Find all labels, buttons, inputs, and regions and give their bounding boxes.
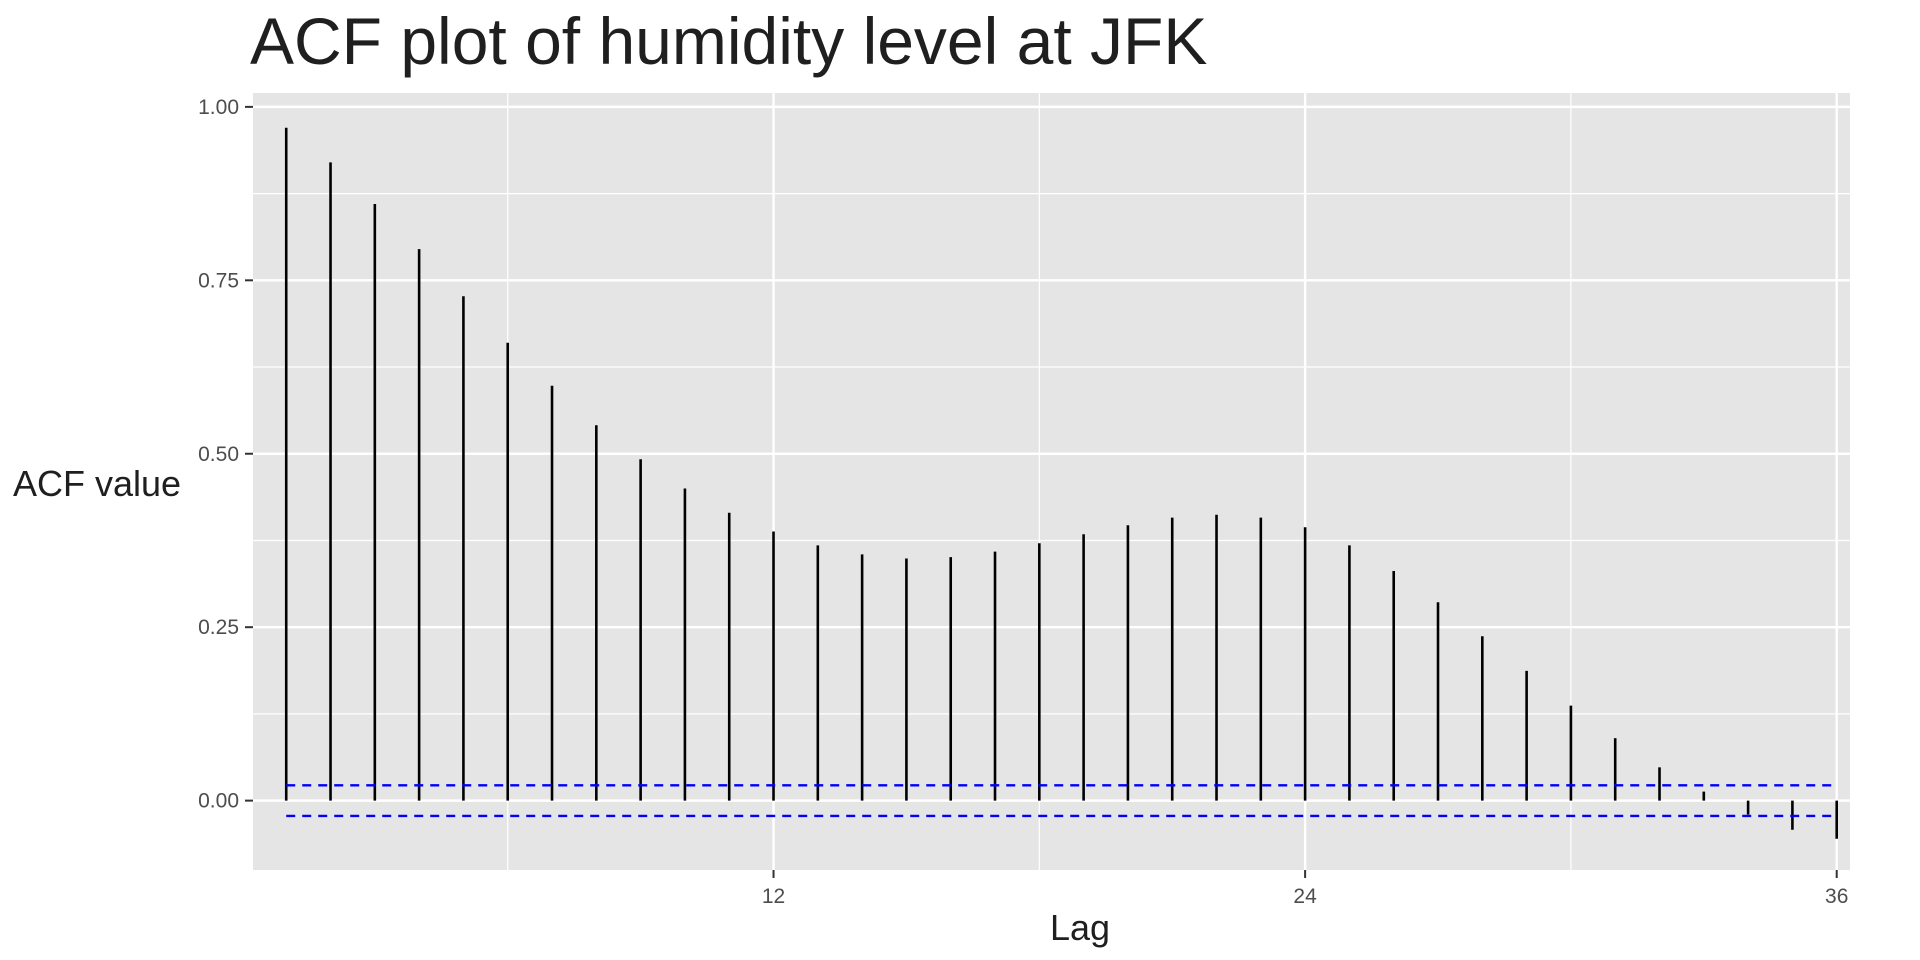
y-tick-label: 1.00	[198, 96, 239, 119]
x-tick-label: 24	[1293, 885, 1317, 908]
x-axis-title: Lag	[1050, 907, 1110, 948]
y-axis-title: ACF value	[13, 463, 181, 504]
chart-title: ACF plot of humidity level at JFK	[250, 4, 1207, 78]
y-tick-label: 0.75	[198, 269, 239, 292]
x-tick-label: 12	[762, 885, 785, 908]
y-axis: 0.00 0.25 0.50 0.75 1.00	[198, 96, 253, 813]
y-tick-label: 0.00	[198, 790, 239, 813]
confidence-bounds	[286, 784, 1837, 818]
x-tick-label: 36	[1825, 885, 1848, 908]
x-axis: 12 24 36	[762, 870, 1848, 908]
plot-panel	[253, 93, 1850, 870]
y-tick-label: 0.25	[198, 616, 239, 639]
y-tick-label: 0.50	[198, 443, 239, 466]
acf-bars	[284, 127, 1839, 839]
